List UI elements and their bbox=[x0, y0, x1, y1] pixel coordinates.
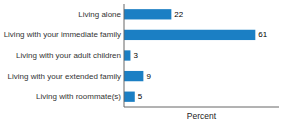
category-label: Living with your adult children bbox=[16, 51, 121, 60]
category-label: Living with your extended family bbox=[8, 72, 121, 81]
value-label: 3 bbox=[133, 51, 138, 60]
value-label: 61 bbox=[258, 30, 267, 39]
bar bbox=[124, 50, 130, 60]
value-label: 22 bbox=[174, 10, 183, 19]
value-label: 9 bbox=[146, 72, 151, 81]
value-label: 5 bbox=[138, 92, 143, 101]
category-label: Living with your immediate family bbox=[4, 30, 121, 39]
bars bbox=[124, 9, 255, 102]
y-tick-labels: Living with roommate(s) Living with your … bbox=[4, 10, 122, 101]
x-axis-line bbox=[124, 107, 279, 108]
y-axis-line bbox=[124, 4, 125, 107]
bar bbox=[124, 9, 171, 19]
chart: Living with roommate(s) Living with your … bbox=[0, 0, 289, 123]
category-label: Living with roommate(s) bbox=[36, 92, 121, 101]
bar bbox=[124, 92, 135, 102]
data-labels: 5 9 3 61 22 bbox=[133, 10, 267, 101]
x-axis-label: Percent bbox=[187, 111, 217, 121]
bar bbox=[124, 30, 255, 40]
bar bbox=[124, 71, 143, 81]
category-label: Living alone bbox=[78, 10, 121, 19]
